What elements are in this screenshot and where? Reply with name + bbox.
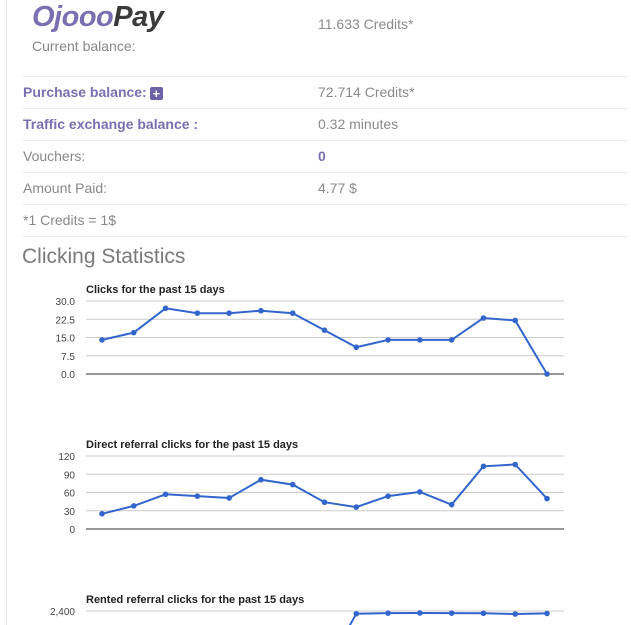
credits-footnote: *1 Credits = 1$ (23, 212, 116, 228)
chart-data-point (448, 501, 455, 508)
chart-tick-label: 22.5 (56, 315, 76, 326)
chart-data-point (321, 499, 328, 506)
chart-data-point (417, 610, 423, 616)
chart-data-point (99, 510, 105, 517)
chart-data-point (353, 344, 360, 351)
vouchers-label: Vouchers: (23, 148, 86, 164)
chart-data-point (448, 610, 455, 616)
chart-data-point (385, 337, 391, 343)
chart-data-point (289, 310, 296, 316)
chart-data-point (289, 481, 296, 488)
clicking-statistics-title: Clicking Statistics (22, 245, 186, 268)
left-divider (6, 0, 7, 625)
chart-data-point (417, 337, 423, 343)
vouchers-row: Vouchers: 0 (22, 140, 628, 173)
chart-data-point (480, 463, 487, 470)
purchase-balance-value: 72.714 Credits* (318, 84, 415, 100)
credits-footnote-row: *1 Credits = 1$ (22, 204, 628, 237)
chart-data-point (385, 610, 391, 616)
chart-tick-label: 30 (64, 507, 76, 518)
chart-data-point (130, 503, 137, 509)
amount-paid-label: Amount Paid: (23, 180, 108, 196)
chart-data-point (226, 495, 232, 501)
chart-data-point (480, 315, 487, 321)
chart-data-point (353, 504, 360, 510)
chart-data-point (512, 461, 519, 468)
chart-tick-label: 2,400 (50, 607, 75, 618)
chart-series-line (101, 307, 548, 375)
chart-data-point (544, 495, 550, 502)
chart-data-point (258, 307, 264, 314)
chart-data-point (130, 329, 137, 336)
chart-data-point (448, 337, 455, 343)
chart-data-point (385, 493, 391, 499)
vouchers-value-link[interactable]: 0 (318, 148, 326, 164)
traffic-exchange-value: 0.32 minutes (318, 116, 399, 132)
chart-data-point (353, 610, 360, 617)
chart-tick-label: 0 (69, 525, 75, 536)
amount-paid-row: Amount Paid: 4.77 $ (22, 172, 628, 205)
add-purchase-balance-icon[interactable]: + (149, 87, 163, 100)
chart-tick-label: 0.0 (61, 370, 75, 381)
chart-title: Direct referral clicks for the past 15 d… (86, 439, 298, 451)
chart-data-point (162, 491, 169, 498)
ojoopay-logo: OjoooPay (32, 1, 164, 33)
chart-tick-label: 90 (64, 470, 76, 481)
traffic-exchange-link[interactable]: Traffic exchange balance : (23, 116, 199, 132)
purchase-balance-row: Purchase balance: + 72.714 Credits* (22, 76, 628, 109)
traffic-exchange-row: Traffic exchange balance : 0.32 minutes (22, 108, 628, 141)
chart-tick-label: 30.0 (56, 297, 76, 308)
chart-series-line (348, 611, 548, 625)
chart-data-point (321, 327, 328, 334)
chart-data-point (194, 493, 201, 499)
purchase-balance-link[interactable]: Purchase balance: + (23, 84, 163, 100)
current-balance-value: 11.633 Credits* (318, 16, 414, 32)
chart-series-line (101, 463, 548, 515)
chart-title: Clicks for the past 15 days (86, 284, 225, 296)
chart-data-point (544, 371, 550, 377)
current-balance-label: Current balance: (32, 38, 136, 54)
chart-data-point (226, 310, 232, 316)
chart-data-point (194, 310, 201, 316)
chart-tick-label: 120 (58, 452, 75, 463)
chart-data-point (512, 611, 519, 617)
chart-data-point (480, 610, 487, 617)
chart-data-point (512, 317, 519, 324)
chart-tick-label: 15.0 (56, 334, 76, 345)
chart-data-point (258, 476, 264, 483)
current-balance-row: Current balance: 11.633 Credits* (22, 16, 628, 77)
chart-data-point (162, 305, 169, 312)
chart-tick-label: 60 (64, 489, 76, 500)
chart-data-point (417, 489, 423, 495)
chart-tick-label: 7.5 (61, 352, 75, 363)
chart-title: Rented referral clicks for the past 15 d… (86, 594, 304, 606)
amount-paid-value: 4.77 $ (318, 180, 357, 196)
chart-data-point (99, 337, 105, 343)
chart-data-point (544, 610, 550, 617)
